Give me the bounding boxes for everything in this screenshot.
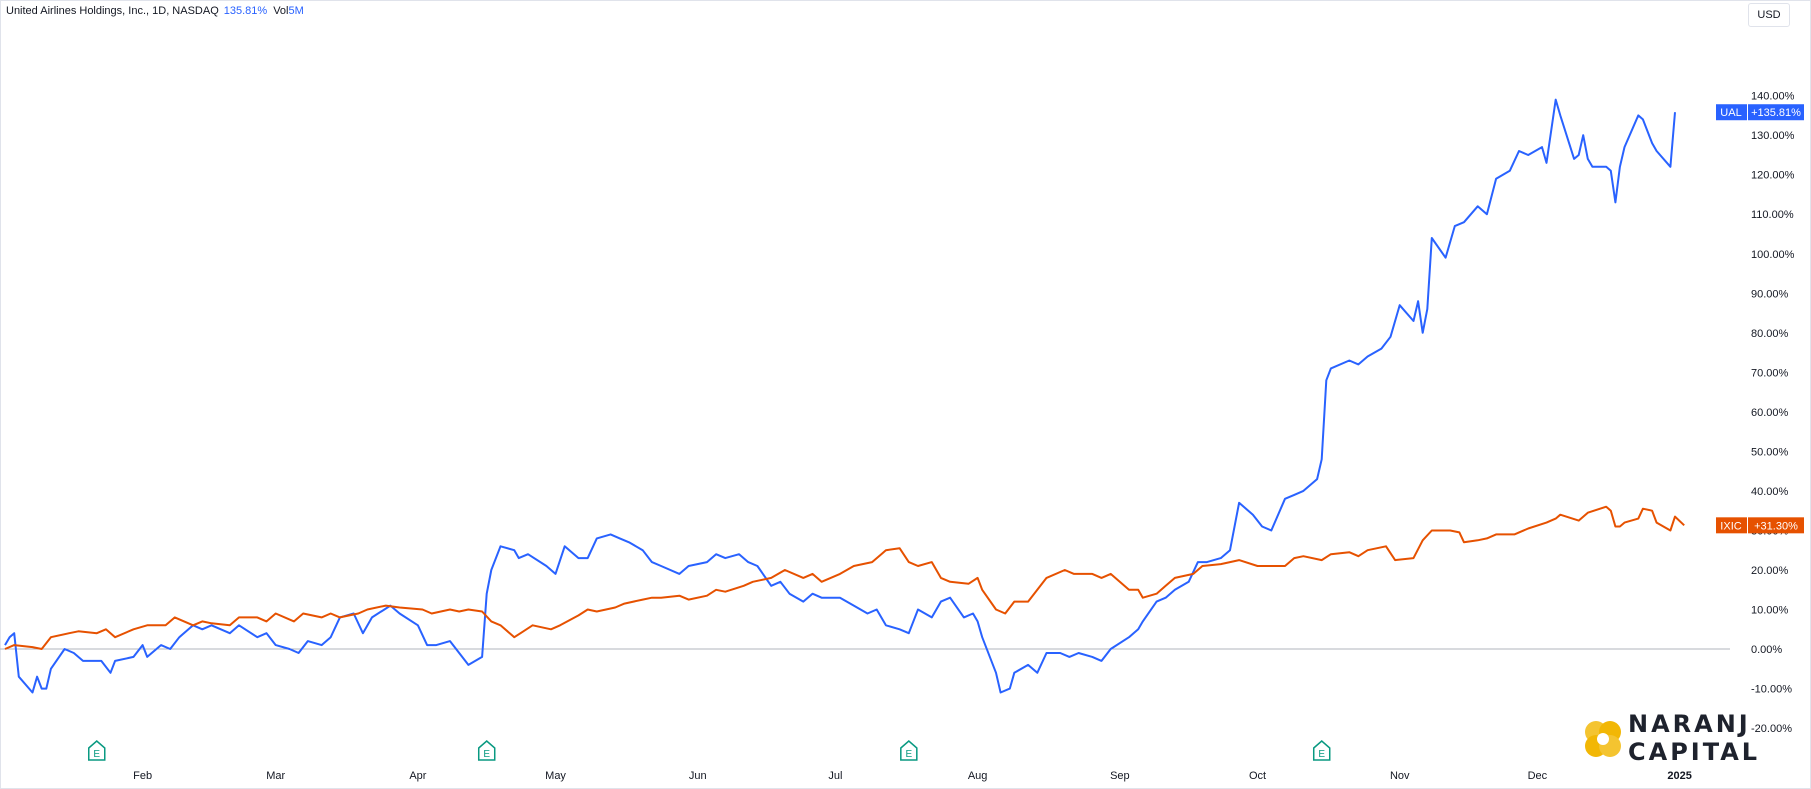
volume-value: 5M <box>288 5 304 17</box>
x-tick-label: Oct <box>1249 770 1266 782</box>
badge-name-bg <box>1716 517 1747 534</box>
earnings-marker-label: E <box>483 749 490 760</box>
y-tick-label: 10.00% <box>1751 605 1789 617</box>
y-tick-label: 90.00% <box>1751 288 1789 300</box>
y-tick-label: 140.00% <box>1751 91 1795 103</box>
badge-value-bg <box>1748 517 1804 534</box>
series-layer <box>4 98 1685 694</box>
series-line-ixic[interactable] <box>4 505 1685 650</box>
symbol-legend[interactable]: United Airlines Holdings, Inc., 1D, NASD… <box>6 5 304 17</box>
earnings-marker[interactable]: E <box>1312 740 1331 761</box>
y-tick-label: 110.00% <box>1751 209 1794 221</box>
x-tick-label: Jul <box>828 770 842 782</box>
x-tick-label: Aug <box>968 770 988 782</box>
y-tick-label: 70.00% <box>1751 367 1789 379</box>
y-tick-label: 50.00% <box>1751 446 1789 458</box>
symbol-change: 135.81% <box>223 5 268 17</box>
y-tick-label: 80.00% <box>1751 328 1789 340</box>
symbol-title[interactable]: United Airlines Holdings, Inc., 1D, NASD… <box>6 5 219 17</box>
currency-button[interactable]: USD <box>1748 3 1790 27</box>
sun-swirl-icon <box>1585 721 1621 757</box>
logo-line-2: CAPITAL <box>1628 738 1761 766</box>
earnings-marker-shape <box>88 740 106 761</box>
earnings-marker-shape <box>900 740 918 761</box>
earnings-marker[interactable]: E <box>477 740 496 761</box>
earnings-marker[interactable]: E <box>900 740 918 761</box>
x-axis[interactable]: Feb Mar Apr May Jun Jul Aug Sep Oct Nov Dec 2025 <box>133 770 1692 782</box>
price-badges: UAL +135.81% IXIC +31.30% <box>1716 104 1804 534</box>
x-tick-label: 2025 <box>1667 770 1691 782</box>
y-tick-label: -20.00% <box>1751 723 1792 735</box>
badge-name-bg <box>1716 104 1747 121</box>
earnings-marker-label: E <box>93 749 100 760</box>
x-tick-label: Jun <box>689 770 707 782</box>
badge-ual: UAL +135.81% <box>1716 104 1804 121</box>
badge-value-bg <box>1748 104 1804 121</box>
badge-value: +135.81% <box>1751 107 1801 119</box>
y-axis[interactable]: 140.00% 130.00% 120.00% 110.00% 100.00% 90.00… <box>1751 91 1795 735</box>
earnings-marker[interactable]: E <box>88 740 106 761</box>
earnings-marker-shape <box>1312 740 1331 761</box>
earnings-marker-shape <box>477 740 496 761</box>
naranj-capital-logo: NARANJ CAPITAL <box>1580 710 1770 766</box>
y-tick-label: 100.00% <box>1751 249 1795 261</box>
series-line-ual[interactable] <box>4 98 1676 694</box>
x-tick-label: Mar <box>266 770 285 782</box>
y-tick-label: 130.00% <box>1751 130 1795 142</box>
y-tick-label: 60.00% <box>1751 407 1789 419</box>
y-tick-label: -10.00% <box>1751 684 1792 696</box>
x-tick-label: Sep <box>1110 770 1130 782</box>
x-tick-label: Nov <box>1390 770 1410 782</box>
y-tick-label: 120.00% <box>1751 170 1795 182</box>
y-tick-label: 20.00% <box>1751 565 1789 577</box>
x-tick-label: Feb <box>133 770 152 782</box>
volume-label[interactable]: Vol <box>273 5 289 17</box>
y-tick-label: 40.00% <box>1751 486 1789 498</box>
earnings-marker-label: E <box>905 749 912 760</box>
badge-name: IXIC <box>1720 520 1741 532</box>
logo-line-1: NARANJ <box>1628 710 1751 738</box>
badge-name: UAL <box>1720 107 1741 119</box>
x-tick-label: May <box>545 770 566 782</box>
earnings-marker-label: E <box>1318 749 1325 760</box>
badge-ixic: IXIC +31.30% <box>1716 517 1804 534</box>
x-tick-label: Dec <box>1528 770 1548 782</box>
badge-value: +31.30% <box>1754 520 1798 532</box>
x-tick-label: Apr <box>409 770 426 782</box>
y-tick-label: 0.00% <box>1751 644 1782 656</box>
